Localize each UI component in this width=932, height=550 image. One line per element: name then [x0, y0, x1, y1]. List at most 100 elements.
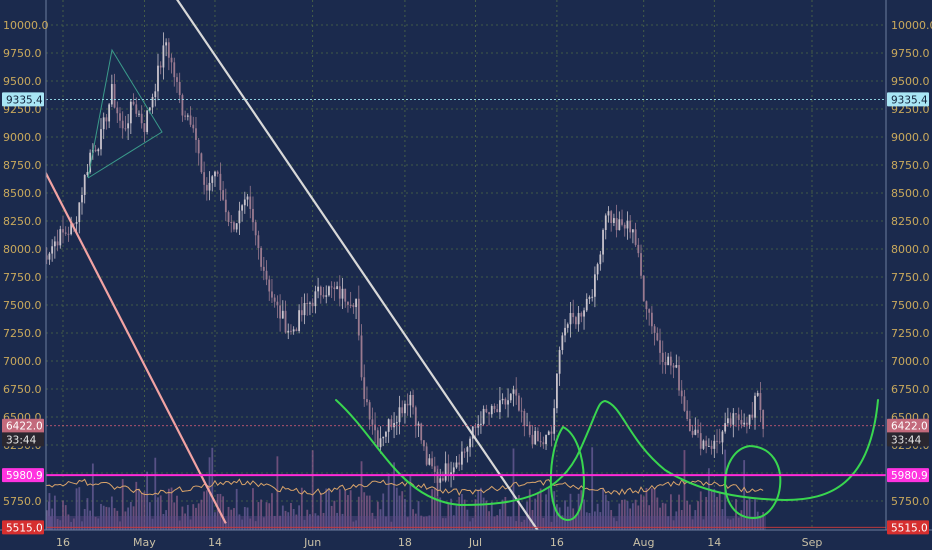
candle-body	[596, 264, 599, 275]
y-tick-label-right: 6750.0	[891, 383, 930, 396]
volume-bar	[56, 518, 59, 530]
candle-body	[680, 390, 683, 397]
candle-body	[173, 62, 176, 78]
candle-body	[233, 222, 235, 230]
candle-body	[414, 407, 417, 426]
volume-bar	[100, 503, 102, 530]
candle-body	[699, 433, 702, 449]
volume-bar	[249, 518, 252, 530]
candle-body	[325, 295, 328, 297]
volume-bar	[640, 494, 642, 530]
candle-body	[70, 223, 73, 235]
candle-body	[748, 414, 751, 425]
volume-bar	[507, 516, 509, 530]
candle-body	[702, 440, 705, 449]
volume-bar	[347, 495, 349, 530]
candle-body	[53, 241, 56, 247]
candle-body	[257, 235, 260, 249]
candle-body	[366, 399, 368, 403]
candle-body	[648, 309, 651, 313]
volume-bar	[151, 518, 154, 530]
candle-body	[246, 196, 249, 200]
volume-bar	[726, 518, 729, 530]
volume-bar	[230, 509, 233, 530]
volume-bar	[631, 503, 634, 530]
volume-bar	[355, 520, 357, 530]
candle-body	[591, 296, 594, 298]
volume-bar	[363, 492, 366, 530]
volume-bar	[629, 508, 632, 530]
x-tick-label: 18	[398, 536, 412, 549]
volume-bar	[72, 518, 75, 530]
volume-bar	[203, 491, 206, 530]
candle-body	[121, 120, 124, 129]
candle-body	[656, 332, 659, 341]
candle-body	[501, 398, 504, 401]
candle-body	[290, 330, 292, 332]
candle-body	[642, 275, 645, 302]
y-tick-label-left: 6750.0	[3, 383, 42, 396]
candle-body	[127, 123, 130, 129]
volume-bar	[70, 521, 73, 530]
volume-bar	[650, 488, 653, 530]
volume-bar	[699, 491, 702, 530]
candle-body	[588, 297, 591, 299]
y-tick-label-right: 7000.0	[891, 355, 930, 368]
candle-body	[330, 286, 333, 288]
x-tick-label: Jul	[468, 536, 482, 549]
candle-body	[219, 173, 222, 191]
candle-body	[51, 246, 54, 254]
candle-body	[75, 222, 78, 224]
candle-body	[295, 329, 298, 332]
volume-bar	[281, 505, 284, 530]
volume-bar	[686, 500, 689, 530]
y-tick-label-left: 9000.0	[3, 131, 42, 144]
candle-body	[550, 431, 553, 434]
candle-body	[661, 352, 664, 363]
volume-bar	[759, 516, 762, 530]
candle-body	[610, 211, 613, 223]
volume-bar	[398, 495, 401, 530]
volume-bar	[173, 502, 176, 530]
volume-bar	[262, 517, 265, 530]
candle-body	[338, 286, 341, 299]
volume-bar	[138, 488, 140, 530]
candle-body	[59, 229, 62, 246]
current-price-tag-left	[2, 418, 44, 433]
volume-bar	[276, 456, 279, 530]
candle-body	[197, 139, 200, 154]
volume-bar	[268, 503, 271, 530]
high-tag-label-right: 9335.4	[891, 94, 928, 106]
candle-body	[205, 184, 208, 191]
current-price-tag-label-left: 6422.0	[6, 421, 43, 433]
candle-body	[146, 110, 149, 133]
volume-bar	[442, 518, 444, 530]
candle-body	[664, 362, 667, 366]
volume-bar	[564, 500, 566, 530]
volume-bar	[425, 516, 428, 530]
candle-body	[309, 302, 311, 304]
horizontal-price-lines	[46, 99, 886, 528]
candle-body	[425, 446, 428, 465]
candle-body	[132, 101, 135, 105]
green-curve-pattern	[335, 399, 879, 507]
candle-body	[404, 403, 406, 414]
volume-bar	[751, 518, 754, 530]
volume-bar	[515, 521, 518, 530]
candle-body	[743, 422, 746, 425]
candle-body	[100, 129, 102, 150]
volume-bar	[184, 513, 187, 530]
candle-body	[303, 302, 306, 316]
candle-body	[81, 194, 83, 203]
volume-bar	[110, 496, 113, 530]
y-axis-left: 10000.09750.09500.09250.09000.08750.0850…	[0, 0, 49, 550]
support-tag-label-left: 5980.9	[6, 470, 43, 482]
volume-bar	[754, 499, 756, 530]
volume-bar	[395, 487, 398, 530]
volume-bar	[420, 515, 423, 530]
y-tick-label-right: 8250.0	[891, 215, 930, 228]
support-tag-label-right: 5980.9	[891, 470, 928, 482]
candle-body	[637, 244, 640, 254]
